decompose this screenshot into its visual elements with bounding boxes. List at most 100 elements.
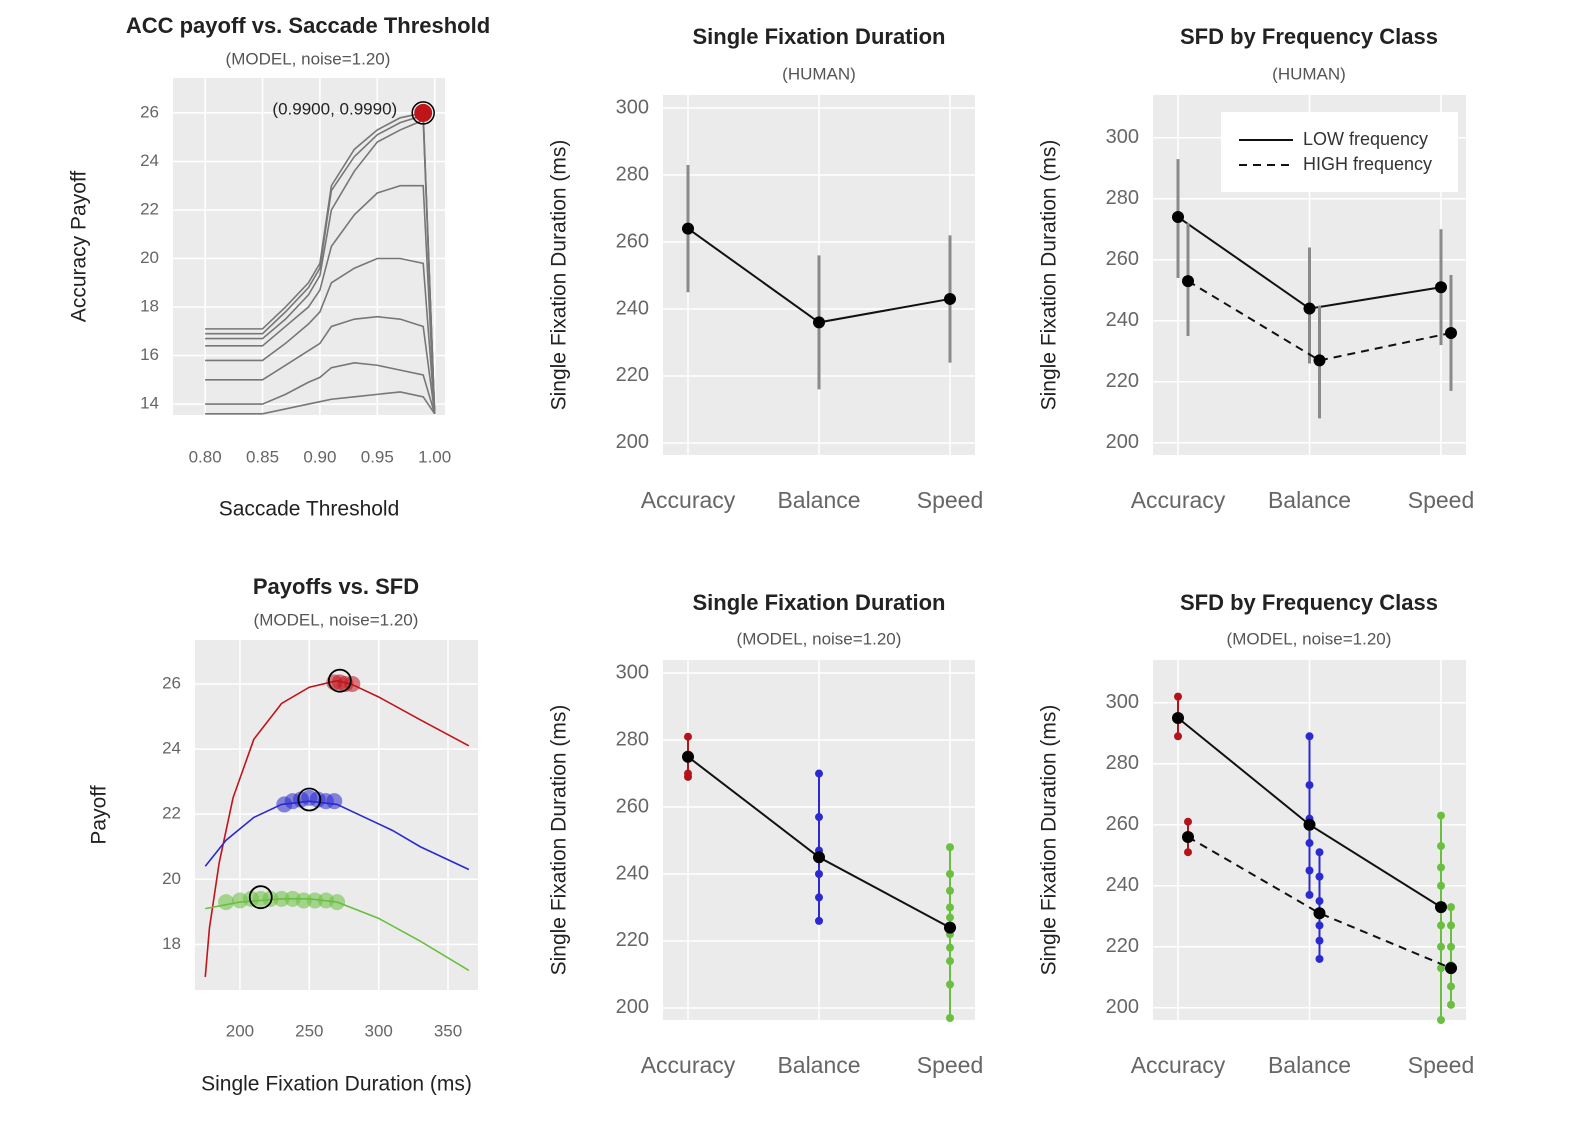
dot <box>1315 954 1324 963</box>
point <box>306 892 323 909</box>
y-tick-label: 260 <box>616 795 649 817</box>
y-tick-label: 280 <box>616 728 649 750</box>
series-line <box>205 119 436 414</box>
dot <box>1315 897 1324 906</box>
chart-subtitle: (MODEL, noise=1.20) <box>254 610 419 629</box>
legend-label: HIGH frequency <box>1303 154 1432 174</box>
x-tick-label: 200 <box>226 1021 254 1040</box>
chart-title: Single Fixation Duration <box>692 590 945 615</box>
y-axis-label: Single Fixation Duration (ms) <box>548 705 571 976</box>
y-tick-label: 300 <box>1106 691 1139 713</box>
point <box>1435 281 1447 294</box>
dot <box>1447 982 1455 991</box>
chart-title: ACC payoff vs. Saccade Threshold <box>126 13 490 38</box>
series-line <box>205 111 436 414</box>
dot <box>815 893 823 902</box>
series-line <box>205 114 436 414</box>
y-tick-label: 200 <box>616 431 649 453</box>
point <box>813 316 825 329</box>
dot <box>1184 817 1192 826</box>
legend-box <box>1221 112 1458 192</box>
best-point <box>327 668 352 693</box>
chart-title: Single Fixation Duration <box>692 24 945 49</box>
y-tick-label: 200 <box>616 996 649 1018</box>
dot <box>1437 811 1445 820</box>
y-tick-label: 240 <box>1106 874 1139 896</box>
y-tick-label: 240 <box>616 862 649 884</box>
dot <box>1305 732 1314 741</box>
point <box>295 892 312 909</box>
y-tick-label: 26 <box>140 102 159 121</box>
x-tick-label: Speed <box>917 1052 984 1078</box>
highlight-ring <box>411 101 435 125</box>
chart-subtitle: (HUMAN) <box>1272 64 1346 83</box>
y-tick-label: 280 <box>1106 752 1139 774</box>
point <box>813 851 825 864</box>
y-tick-label: 220 <box>616 364 649 386</box>
dot <box>1174 732 1182 741</box>
series-line <box>205 391 436 415</box>
chart-title: Payoffs vs. SFD <box>253 574 419 599</box>
dot <box>946 913 954 922</box>
dot <box>1447 1000 1455 1009</box>
y-tick-label: 300 <box>616 661 649 683</box>
series-line <box>205 257 436 414</box>
series-line <box>205 184 436 414</box>
y-tick-label: 300 <box>616 96 649 118</box>
dot <box>1437 881 1445 890</box>
y-tick-label: 24 <box>140 151 159 170</box>
dot <box>815 916 823 925</box>
point <box>1445 326 1457 339</box>
dot <box>946 980 954 989</box>
y-tick-label: 18 <box>162 934 181 953</box>
x-tick-label: 0.95 <box>361 447 394 466</box>
dot <box>1437 964 1445 973</box>
y-tick-label: 260 <box>616 230 649 252</box>
y-tick-label: 20 <box>140 248 159 267</box>
plot-background <box>195 640 478 990</box>
y-axis-label: Accuracy Payoff <box>68 171 91 323</box>
dot <box>1437 1016 1445 1024</box>
dot <box>1305 890 1314 899</box>
dot <box>946 957 954 966</box>
point <box>326 793 343 810</box>
dot <box>946 869 954 878</box>
y-tick-label: 280 <box>1106 187 1139 209</box>
chart-subtitle: (MODEL, noise=1.20) <box>1227 629 1392 648</box>
dot <box>815 869 823 878</box>
y-tick-label: 16 <box>140 345 159 364</box>
point <box>1313 354 1326 367</box>
y-tick-label: 220 <box>1106 370 1139 392</box>
x-tick-label: Balance <box>1268 487 1351 513</box>
series-line <box>205 315 436 414</box>
x-tick-label: 350 <box>434 1021 462 1040</box>
chart-title: SFD by Frequency Class <box>1180 24 1438 49</box>
point <box>1303 302 1316 315</box>
dot <box>1305 839 1314 848</box>
dot <box>946 843 954 852</box>
y-tick-label: 260 <box>1106 248 1139 270</box>
x-tick-label: Speed <box>1408 487 1475 513</box>
dot <box>1305 781 1314 790</box>
y-tick-label: 22 <box>162 804 181 823</box>
point <box>1172 711 1184 724</box>
y-tick-label: 260 <box>1106 813 1139 835</box>
point <box>329 894 346 911</box>
dot <box>1315 848 1324 857</box>
dot <box>946 903 954 912</box>
dot <box>815 813 823 822</box>
point <box>944 921 956 934</box>
chart-subtitle: (MODEL, noise=1.20) <box>226 49 391 68</box>
x-tick-label: Balance <box>777 1052 860 1078</box>
y-tick-label: 200 <box>1106 996 1139 1018</box>
dot <box>1437 942 1445 951</box>
y-tick-label: 200 <box>1106 431 1139 453</box>
y-tick-label: 20 <box>162 869 181 888</box>
dot <box>1447 903 1455 912</box>
x-tick-label: Speed <box>1408 1052 1475 1078</box>
y-tick-label: 300 <box>1106 126 1139 148</box>
x-axis-label: Single Fixation Duration (ms) <box>201 1073 472 1096</box>
x-tick-label: Balance <box>1268 1052 1351 1078</box>
y-tick-label: 240 <box>616 297 649 319</box>
